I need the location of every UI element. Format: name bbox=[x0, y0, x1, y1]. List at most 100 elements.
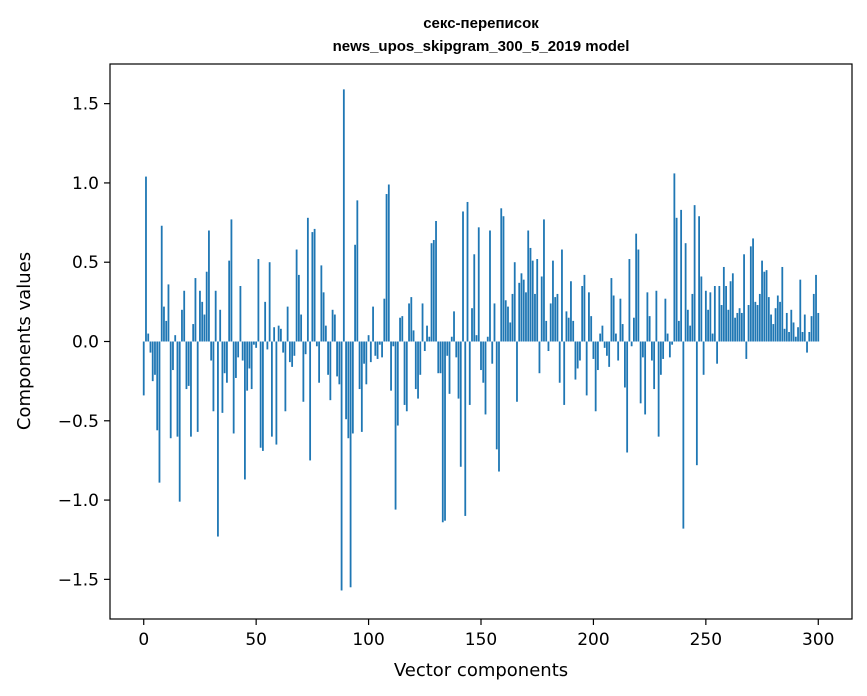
bar bbox=[235, 341, 237, 378]
bar bbox=[363, 341, 365, 364]
bar bbox=[190, 341, 192, 437]
bar bbox=[650, 341, 653, 361]
x-axis-label: Vector components bbox=[394, 660, 568, 681]
bar bbox=[396, 341, 399, 426]
bar bbox=[201, 301, 204, 342]
bar bbox=[372, 306, 374, 342]
bar bbox=[255, 341, 258, 348]
bar bbox=[812, 293, 815, 342]
bar bbox=[630, 341, 633, 347]
bar bbox=[713, 286, 716, 342]
bar bbox=[561, 249, 563, 342]
bar bbox=[633, 317, 635, 342]
bar bbox=[817, 312, 820, 342]
bar bbox=[549, 303, 552, 342]
x-tick-label: 50 bbox=[245, 630, 267, 650]
bar bbox=[644, 341, 647, 415]
bar bbox=[648, 316, 651, 342]
bar bbox=[437, 341, 440, 374]
bar bbox=[167, 284, 170, 342]
bar bbox=[390, 341, 392, 391]
bar bbox=[639, 341, 642, 404]
bar bbox=[284, 341, 287, 412]
bar bbox=[374, 341, 377, 356]
bar bbox=[516, 341, 518, 402]
bar bbox=[594, 341, 597, 412]
bar bbox=[513, 262, 516, 342]
bar bbox=[282, 341, 285, 353]
bar bbox=[401, 316, 404, 342]
bar bbox=[659, 341, 662, 375]
bar bbox=[734, 317, 736, 342]
bar bbox=[682, 341, 685, 529]
bar bbox=[675, 217, 678, 342]
bar bbox=[581, 286, 584, 342]
bar bbox=[583, 274, 586, 342]
bar bbox=[662, 341, 665, 359]
bar bbox=[489, 230, 491, 342]
bar bbox=[680, 209, 683, 342]
bar bbox=[729, 281, 732, 342]
bar bbox=[565, 311, 568, 342]
x-axis-ticks: 0 50 100 150 200 250 300 bbox=[138, 619, 834, 650]
bar bbox=[327, 341, 329, 375]
bar bbox=[394, 341, 397, 510]
bar bbox=[752, 238, 754, 342]
bar bbox=[498, 341, 500, 472]
bar bbox=[810, 316, 813, 342]
bar bbox=[740, 312, 743, 342]
bar bbox=[540, 276, 543, 342]
bar bbox=[608, 341, 611, 367]
bar bbox=[776, 295, 779, 342]
bar bbox=[183, 290, 186, 342]
bar bbox=[228, 260, 231, 342]
bar bbox=[239, 286, 242, 342]
bar bbox=[145, 176, 147, 342]
bar bbox=[617, 341, 620, 361]
bar bbox=[619, 298, 622, 342]
bar bbox=[731, 273, 734, 342]
bar bbox=[767, 297, 770, 342]
bar bbox=[745, 341, 748, 359]
bar bbox=[426, 325, 428, 342]
bar bbox=[464, 341, 467, 516]
bar bbox=[509, 322, 512, 342]
bar bbox=[376, 341, 379, 359]
y-axis-ticks: −1.5 −1.0 −0.5 0.0 0.5 1.0 1.5 bbox=[58, 95, 110, 590]
bar bbox=[158, 341, 161, 483]
bar bbox=[727, 309, 730, 342]
bar bbox=[356, 200, 359, 342]
bar bbox=[646, 292, 649, 342]
y-tick-label: −0.5 bbox=[58, 412, 99, 432]
bar bbox=[417, 341, 419, 399]
bar bbox=[331, 309, 334, 342]
bar bbox=[419, 341, 422, 375]
bar bbox=[313, 228, 316, 342]
bar bbox=[722, 266, 725, 342]
bar bbox=[507, 306, 509, 342]
bar bbox=[668, 341, 671, 358]
bar bbox=[527, 230, 530, 342]
bar bbox=[603, 341, 606, 348]
bar bbox=[500, 208, 503, 342]
bar bbox=[253, 341, 255, 345]
bar bbox=[783, 328, 786, 342]
bar bbox=[695, 341, 698, 466]
bar bbox=[592, 341, 595, 359]
bar bbox=[716, 341, 718, 364]
bar bbox=[761, 260, 763, 342]
bar bbox=[315, 341, 318, 347]
bar bbox=[232, 341, 235, 434]
bar bbox=[558, 341, 561, 383]
bar bbox=[430, 243, 433, 342]
bar bbox=[338, 341, 341, 385]
bar bbox=[579, 341, 581, 361]
bar bbox=[572, 320, 575, 342]
bar bbox=[181, 309, 183, 342]
bar bbox=[606, 341, 608, 356]
bar bbox=[262, 341, 264, 451]
bar bbox=[208, 230, 210, 342]
bar bbox=[248, 341, 251, 369]
bar bbox=[446, 341, 449, 356]
y-tick-label: 1.0 bbox=[72, 174, 99, 194]
